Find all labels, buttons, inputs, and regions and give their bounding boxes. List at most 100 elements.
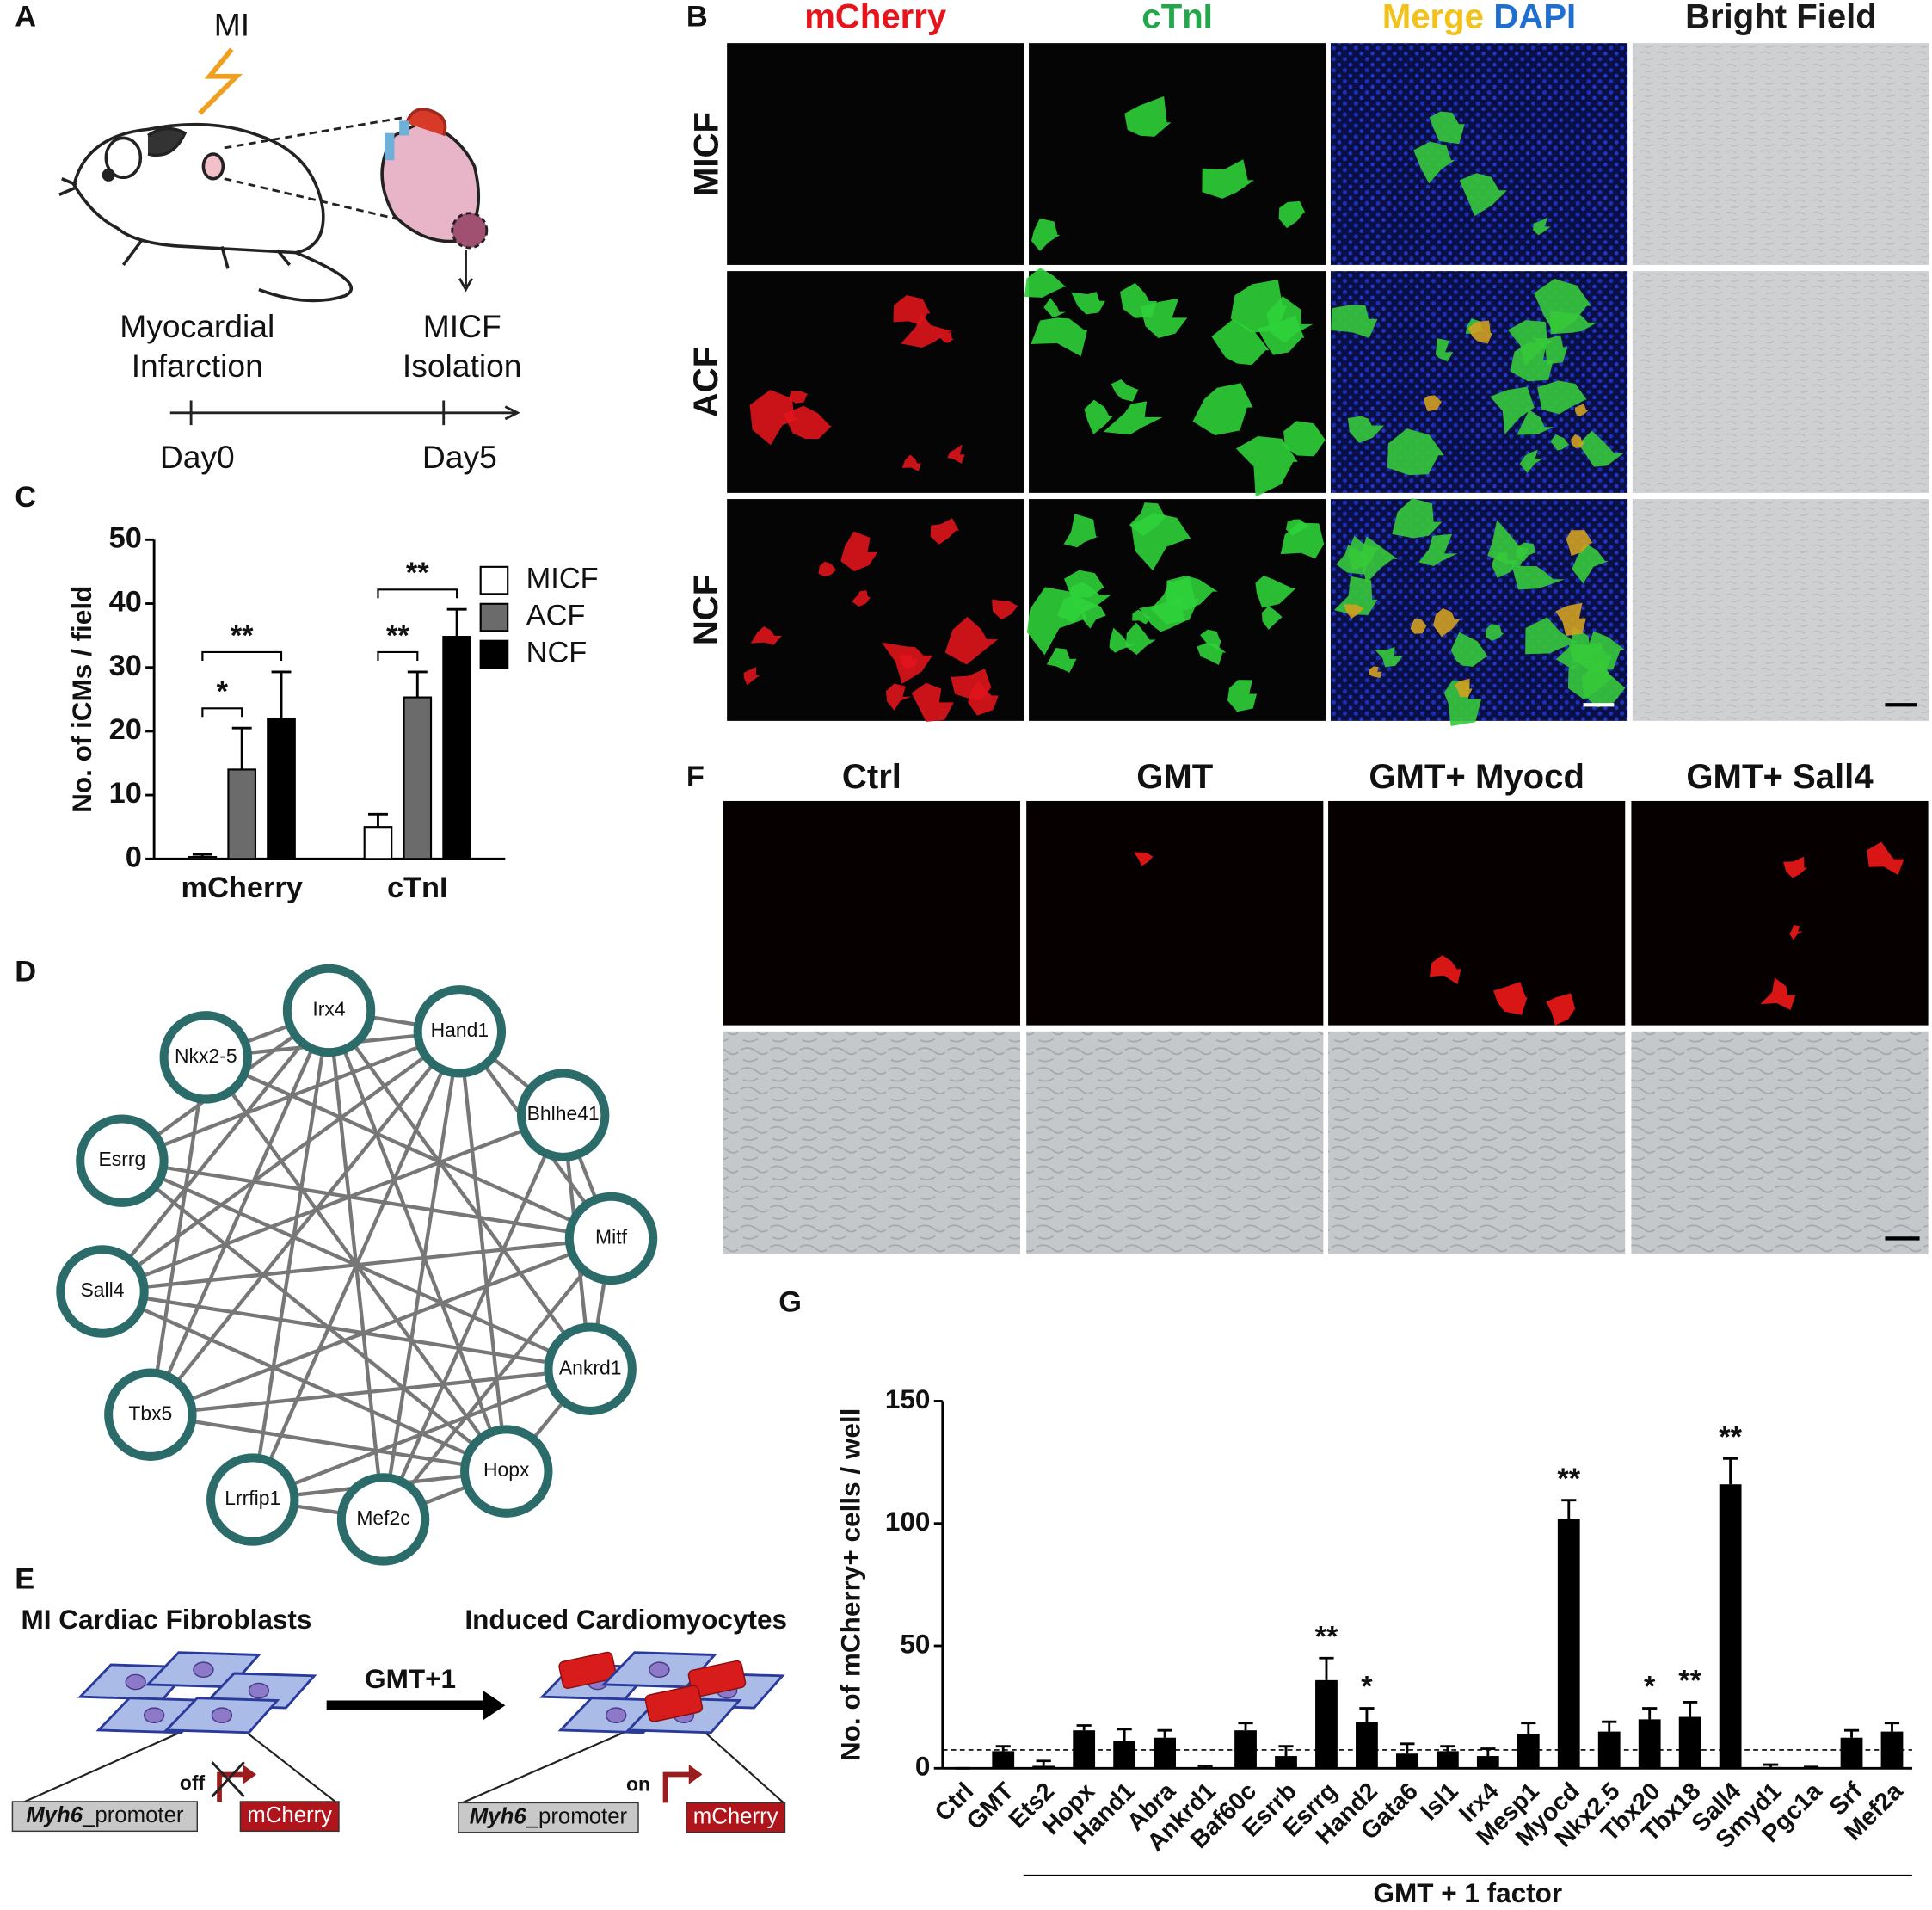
panel-label: D — [15, 956, 36, 989]
event-label: Myocardial — [120, 308, 274, 344]
significance-bracket — [201, 650, 283, 662]
bar — [1557, 1519, 1580, 1769]
y-axis-title: No. of mCherry+ cells / well — [835, 1408, 866, 1762]
y-tick-label: 20 — [109, 713, 142, 746]
nucleus — [143, 1707, 165, 1724]
significance-label: ** — [231, 619, 254, 652]
cell-signal — [1211, 318, 1270, 366]
cell-signal — [1031, 218, 1061, 251]
treatment-label: GMT+1 — [365, 1663, 456, 1694]
cell-signal — [1080, 601, 1106, 629]
significance-label: ** — [1719, 1421, 1742, 1454]
cell-signal — [930, 518, 959, 545]
significance-label: * — [217, 675, 229, 708]
bar — [1517, 1734, 1540, 1769]
cell-signal — [1555, 602, 1586, 637]
cell-signal — [1043, 298, 1066, 317]
promoter-suffix: _promoter — [82, 1803, 184, 1827]
y-axis-title: No. of iCMs / field — [66, 586, 97, 813]
bar — [1113, 1741, 1136, 1769]
micrograph — [1632, 43, 1930, 265]
cell-signal — [1064, 570, 1104, 598]
network-edge — [148, 1009, 331, 1416]
cell-signal — [1572, 543, 1609, 584]
y-tick-label: 150 — [885, 1383, 931, 1414]
micrograph — [723, 800, 1021, 1026]
cell-signal — [968, 681, 999, 716]
cell-signal — [1230, 279, 1287, 333]
reporter-label: mCherry — [247, 1803, 332, 1827]
cell-signal — [1344, 604, 1364, 619]
cell-signal — [1555, 625, 1602, 670]
bar — [267, 717, 296, 860]
node-label: Lrrfip1 — [225, 1487, 280, 1509]
cell-signal — [1120, 282, 1157, 318]
cell-signal — [1071, 292, 1106, 315]
cell-signal — [1278, 200, 1306, 229]
cell-signal — [1375, 646, 1403, 668]
cell-signal — [992, 599, 1018, 620]
significance-label: ** — [406, 557, 429, 589]
y-tick-label: 10 — [109, 777, 142, 810]
cell-signal — [1537, 380, 1587, 415]
cell-signal — [1546, 993, 1576, 1026]
cell-signal — [1255, 576, 1296, 608]
network-node — [460, 1425, 553, 1518]
bar — [1032, 1765, 1055, 1769]
target-label: Induced Cardiomyocytes — [465, 1604, 787, 1635]
micrograph — [1328, 1031, 1626, 1255]
cell-signal — [1511, 565, 1566, 590]
micrograph — [723, 1031, 1021, 1255]
y-tick-label: 0 — [915, 1751, 931, 1782]
promoter-box — [11, 1801, 198, 1833]
nucleus — [649, 1661, 670, 1679]
cell-signal — [840, 531, 878, 572]
micrograph — [1631, 1031, 1929, 1255]
node-label: Ankrd1 — [559, 1356, 622, 1378]
bar — [992, 1751, 1015, 1769]
network-edge — [150, 1367, 591, 1417]
cell-signal — [1024, 268, 1067, 298]
y-tick-label: 0 — [126, 841, 142, 873]
bar — [1154, 1737, 1176, 1769]
cell-signal — [899, 654, 918, 669]
promoter-state: off — [180, 1771, 206, 1794]
cell-signal — [1111, 379, 1139, 402]
cell-signal — [1493, 982, 1528, 1015]
cell-signal — [1413, 141, 1455, 184]
micrograph — [1632, 271, 1930, 493]
node-label: Nkx2-5 — [175, 1044, 237, 1067]
legend-label: MICF — [526, 563, 599, 595]
node-label: Sall4 — [81, 1278, 125, 1301]
promoter-label: Myh6_promoter — [470, 1804, 628, 1828]
column-header: Bright Field — [1685, 0, 1877, 35]
row-label: MICF — [687, 112, 725, 196]
cell-signal — [1424, 395, 1443, 412]
cell-signal — [1283, 421, 1326, 457]
reporter-box — [686, 1802, 786, 1833]
network-node — [413, 985, 507, 1078]
cell-signal — [1331, 305, 1378, 338]
mouse-illustration — [58, 47, 520, 426]
cell-signal — [1760, 977, 1796, 1010]
cell-signal — [1789, 925, 1803, 940]
cell-signal — [1418, 533, 1458, 566]
bar — [188, 855, 218, 860]
cell-signal — [1454, 678, 1473, 698]
bar — [1436, 1751, 1459, 1769]
cell-signal — [1429, 955, 1461, 985]
nucleus — [193, 1661, 214, 1679]
network-edge — [102, 1290, 508, 1474]
bar — [1275, 1756, 1297, 1769]
y-tick-label: 30 — [109, 650, 142, 682]
cell-signal — [1443, 680, 1482, 727]
network-edge — [250, 1010, 331, 1500]
node-label: Hand1 — [431, 1019, 489, 1041]
legend-label: NCF — [526, 637, 588, 669]
node-label: Hopx — [483, 1458, 530, 1481]
header-part: cTnI — [1141, 0, 1212, 35]
cell-signal — [750, 626, 782, 645]
cell-signal — [1280, 522, 1325, 559]
column-header: GMT+ Sall4 — [1686, 758, 1874, 796]
